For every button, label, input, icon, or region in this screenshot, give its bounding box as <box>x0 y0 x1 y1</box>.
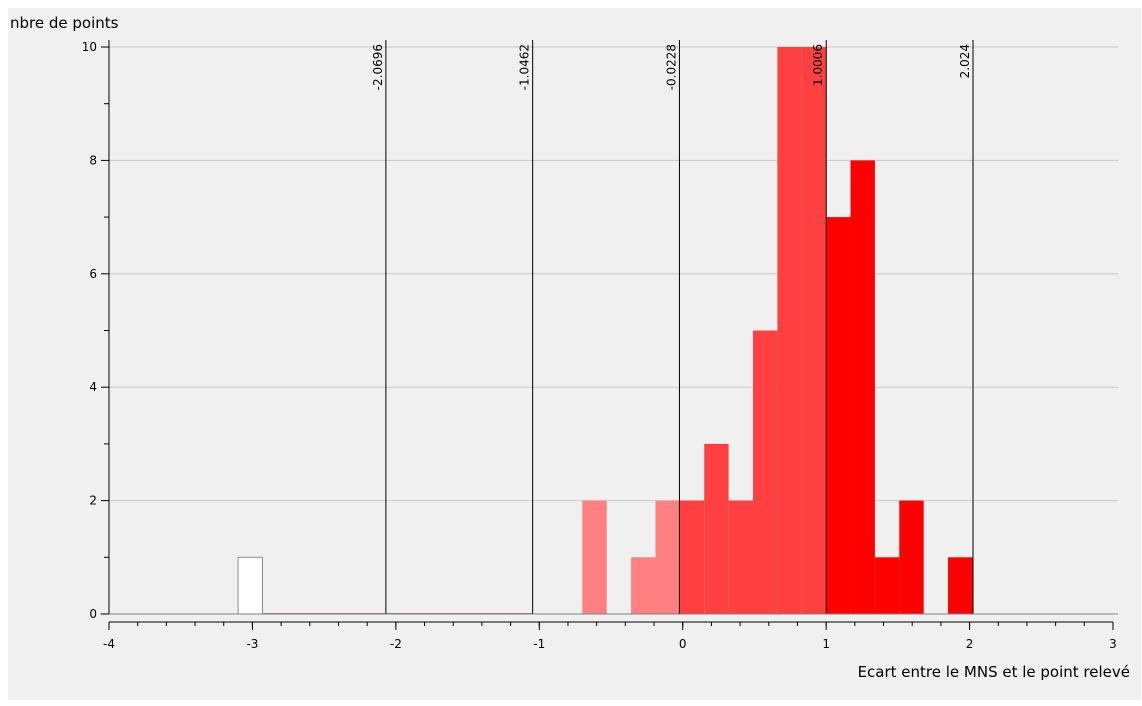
y-tick-label: 0 <box>89 607 97 621</box>
class-break-label: -0.0228 <box>664 44 678 90</box>
histogram-bar <box>826 217 851 614</box>
histogram-bar <box>655 500 680 614</box>
x-axis-label: Ecart entre le MNS et le point relevé <box>858 663 1130 681</box>
grid-lines <box>109 46 1118 502</box>
x-tick-label: 3 <box>1109 637 1117 651</box>
x-tick-label: 2 <box>966 637 974 651</box>
histogram-bar <box>801 47 827 614</box>
histogram-bar <box>777 47 802 614</box>
x-tick-label: -2 <box>390 637 402 651</box>
x-tick-label: -3 <box>246 637 258 651</box>
y-tick-label: 10 <box>82 40 97 54</box>
y-axis-label: nbre de points <box>10 14 119 32</box>
histogram-bar <box>704 443 729 614</box>
y-tick-label: 2 <box>89 494 97 508</box>
class-break-label: 2.024 <box>958 44 972 78</box>
y-tick-label: 4 <box>89 380 97 394</box>
histogram-bar <box>679 500 705 614</box>
histogram-bar <box>752 330 778 614</box>
x-tick-label: 1 <box>822 637 830 651</box>
class-break-label: 1.0006 <box>811 44 825 86</box>
histogram-bar <box>874 557 900 614</box>
axes: 0 2 4 6 8 10 -4 -3 -2 -1 0 1 2 3 <box>82 40 1118 651</box>
class-break-label: -1.0462 <box>518 44 532 90</box>
histogram-bar <box>728 500 753 614</box>
histogram-bar <box>631 557 656 614</box>
histogram-bar <box>582 500 607 614</box>
class-break-label: -2.0696 <box>371 44 385 90</box>
y-tick-label: 6 <box>89 267 97 281</box>
histogram-bar <box>237 556 263 615</box>
x-tick-label: -4 <box>103 637 115 651</box>
histogram-bar <box>899 500 924 614</box>
histogram-bar <box>850 160 875 614</box>
class-break-lines: -2.0696 -1.0462 -0.0228 1.0006 2.024 <box>371 40 974 614</box>
x-tick-label: 0 <box>679 637 687 651</box>
y-tick-label: 8 <box>89 153 97 167</box>
histogram-bar <box>948 557 974 614</box>
x-tick-label: -1 <box>533 637 545 651</box>
